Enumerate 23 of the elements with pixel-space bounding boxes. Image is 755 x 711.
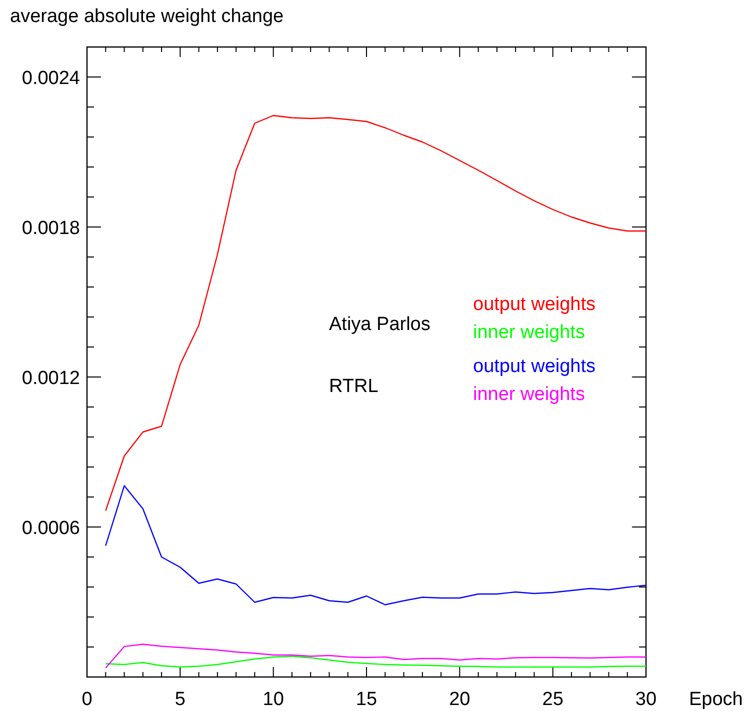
x-tick-label: 10: [262, 689, 284, 710]
x-tick-label: 25: [542, 689, 564, 710]
text: inner weights: [473, 322, 585, 343]
x-tick-label: 20: [449, 689, 470, 710]
annotation: Atiya Parlos: [329, 314, 430, 335]
x-tick-label: 5: [174, 689, 186, 710]
y-axis-title: average absolute weight change: [10, 6, 284, 27]
x-tick-label: 0: [82, 689, 92, 710]
line-series: [105, 656, 647, 668]
y-tick-label: 0.0018: [22, 218, 80, 239]
text: output weights: [473, 294, 596, 315]
line-series: [105, 485, 647, 606]
annotation: RTRL: [329, 376, 378, 397]
text: inner weights: [473, 384, 585, 405]
line-series: [105, 644, 647, 669]
x-tick-label: 15: [356, 689, 378, 710]
y-tick-label: 0.0012: [22, 368, 80, 389]
y-tick-label: 0.0006: [22, 518, 80, 539]
text: output weights: [473, 356, 596, 377]
line-series: [105, 114, 647, 512]
x-axis-title: Epoch: [689, 689, 743, 710]
x-tick-label: 30: [635, 689, 657, 710]
y-tick-label: 0.0024: [22, 68, 80, 89]
